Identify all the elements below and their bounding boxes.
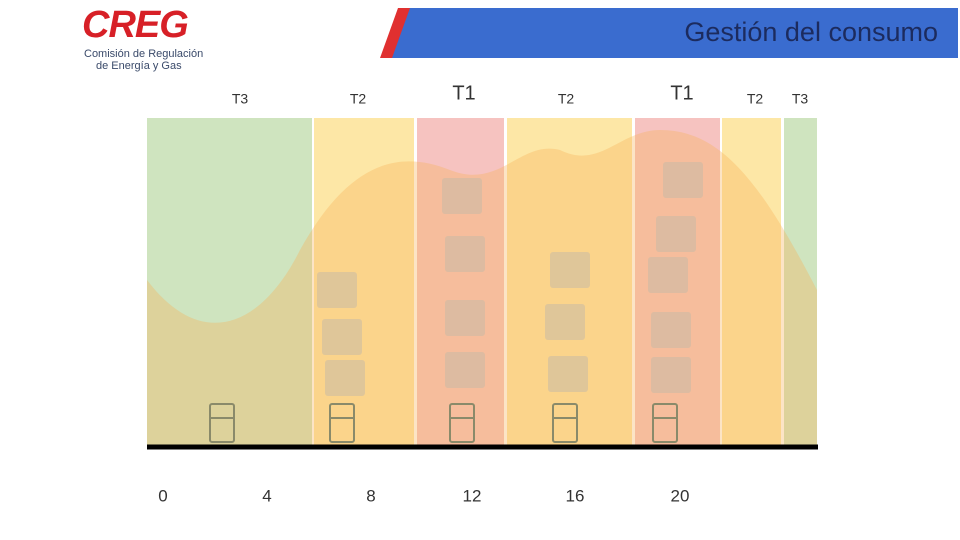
hour-label: 12: [463, 486, 482, 505]
fridge: [209, 403, 235, 443]
hour-labels: 0 4 8 12 16 20: [158, 486, 689, 505]
appliance: [445, 300, 485, 336]
band-label: T2: [350, 91, 367, 107]
band: [722, 118, 781, 446]
band-label: T1: [452, 82, 475, 104]
band-label: T3: [232, 91, 249, 107]
logo-name: CREG: [82, 4, 188, 46]
appliance: [648, 257, 688, 293]
appliance: [442, 178, 482, 214]
load-curve: [147, 130, 817, 446]
fridge: [552, 403, 578, 443]
appliance: [322, 319, 362, 355]
appliance: [550, 252, 590, 288]
title-bar: [384, 8, 958, 58]
appliances: [209, 162, 703, 443]
appliance: [445, 236, 485, 272]
appliance: [651, 357, 691, 393]
fridge: [652, 403, 678, 443]
band-label: T2: [747, 91, 764, 107]
hour-label: 4: [262, 486, 271, 505]
appliance: [656, 216, 696, 252]
hour-label: 0: [158, 486, 167, 505]
logo-line: de Energía y Gas: [96, 60, 182, 72]
hour-label: 8: [366, 486, 375, 505]
band-label: T2: [558, 91, 575, 107]
appliance: [445, 352, 485, 388]
appliance: [651, 312, 691, 348]
band: [147, 118, 312, 446]
title: Gestión del consumo: [684, 17, 938, 47]
band: [417, 118, 504, 446]
hour-label: 16: [566, 486, 585, 505]
appliance: [663, 162, 703, 198]
appliance: [317, 272, 357, 308]
fridge: [449, 403, 475, 443]
appliance: [545, 304, 585, 340]
band-label: T1: [670, 82, 693, 104]
band-label: T3: [792, 91, 809, 107]
appliance: [325, 360, 365, 396]
band: [784, 118, 817, 446]
fridge: [329, 403, 355, 443]
hour-label: 20: [671, 486, 690, 505]
title-slash: [380, 8, 410, 58]
logo-line: Comisión de Regulación: [84, 48, 203, 60]
appliance: [548, 356, 588, 392]
